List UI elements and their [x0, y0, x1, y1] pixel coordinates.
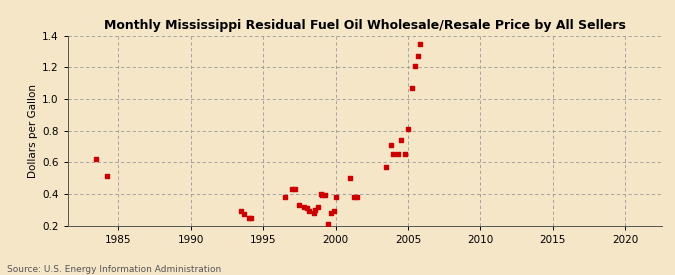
Point	[345, 176, 356, 180]
Point	[239, 212, 250, 217]
Point	[101, 174, 112, 179]
Point	[392, 152, 403, 156]
Point	[329, 209, 340, 213]
Point	[323, 222, 333, 226]
Point	[326, 211, 337, 215]
Point	[388, 152, 399, 156]
Point	[407, 86, 418, 90]
Point	[396, 138, 406, 142]
Point	[246, 215, 257, 220]
Point	[317, 193, 328, 198]
Point	[298, 204, 309, 209]
Point	[330, 195, 341, 199]
Point	[320, 193, 331, 198]
Point	[301, 206, 312, 210]
Point	[290, 187, 300, 191]
Point	[414, 42, 425, 46]
Point	[304, 209, 315, 213]
Point	[402, 127, 413, 131]
Point	[316, 192, 327, 196]
Point	[243, 215, 254, 220]
Point	[310, 207, 321, 212]
Title: Monthly Mississippi Residual Fuel Oil Wholesale/Resale Price by All Sellers: Monthly Mississippi Residual Fuel Oil Wh…	[103, 19, 626, 32]
Point	[352, 195, 362, 199]
Point	[381, 165, 392, 169]
Point	[236, 209, 247, 213]
Point	[279, 195, 290, 199]
Point	[412, 54, 423, 59]
Point	[287, 187, 298, 191]
Point	[385, 143, 396, 147]
Y-axis label: Dollars per Gallon: Dollars per Gallon	[28, 84, 38, 178]
Point	[313, 204, 323, 209]
Point	[308, 211, 319, 215]
Point	[294, 203, 304, 207]
Point	[349, 195, 360, 199]
Point	[400, 152, 410, 156]
Point	[410, 64, 421, 68]
Text: Source: U.S. Energy Information Administration: Source: U.S. Energy Information Administ…	[7, 265, 221, 274]
Point	[91, 157, 102, 161]
